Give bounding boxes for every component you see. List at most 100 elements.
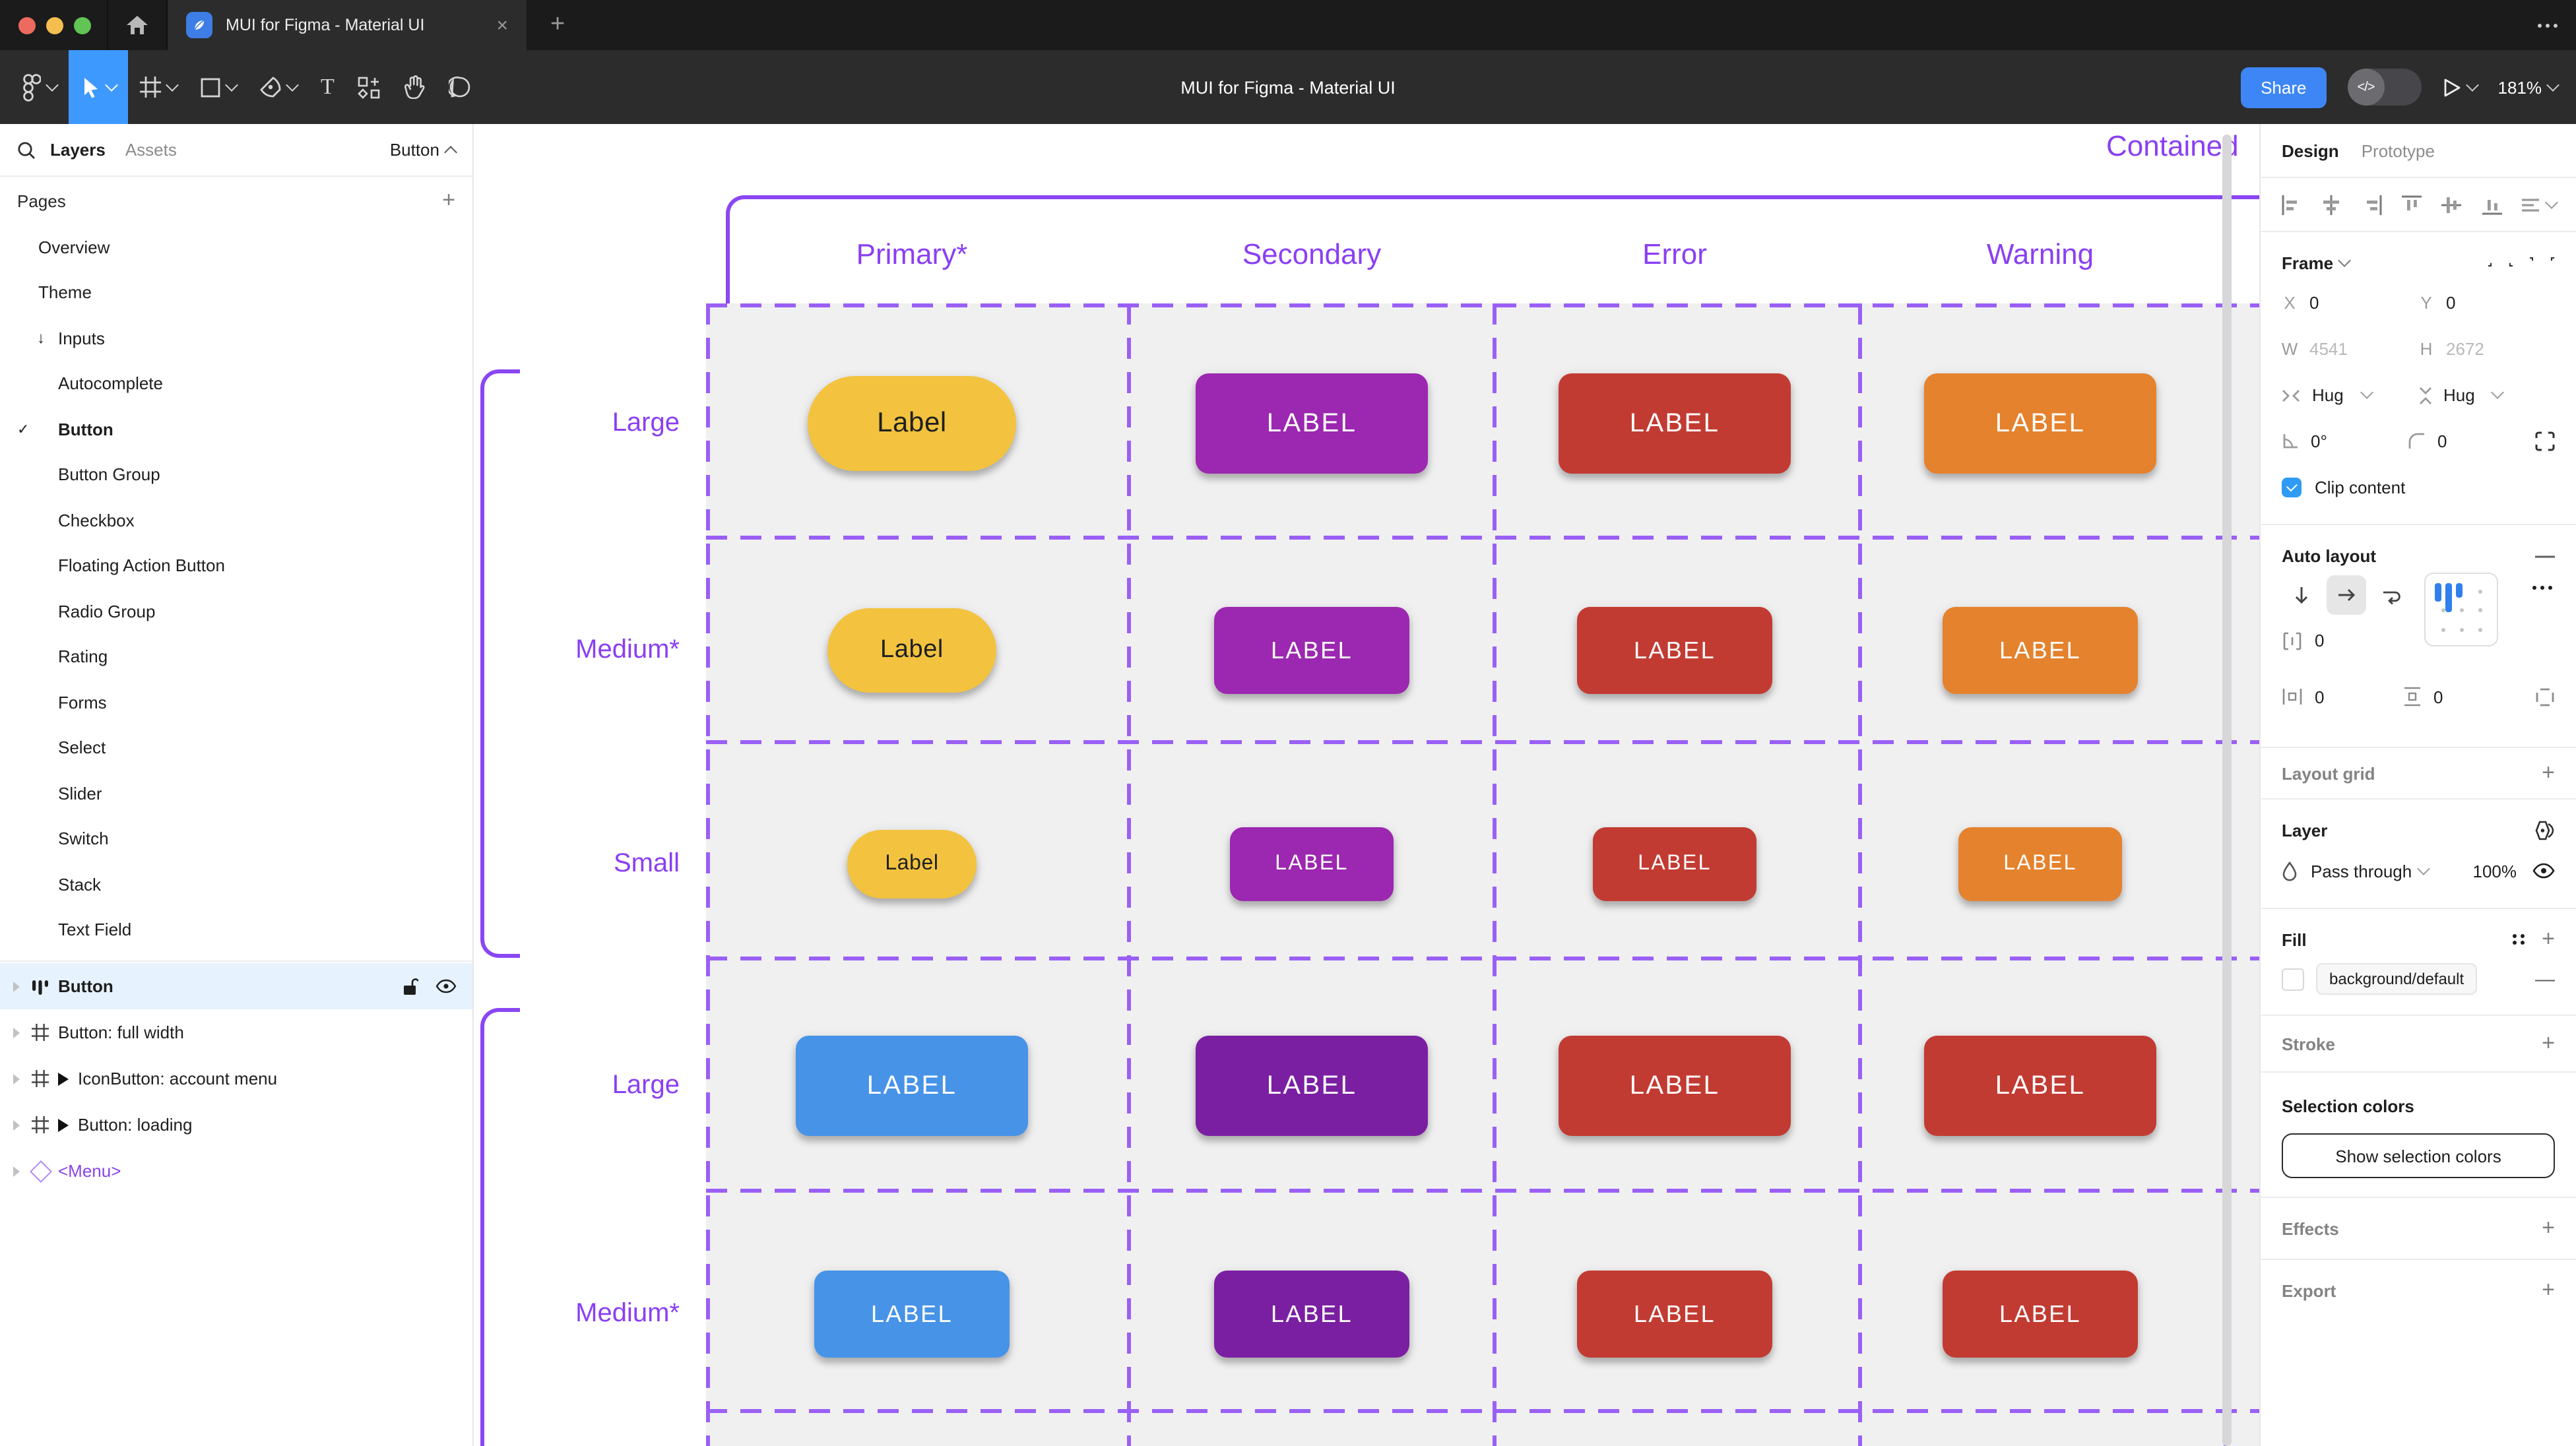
expand-chevron-icon[interactable] xyxy=(13,1166,20,1176)
dev-mode-toggle[interactable]: </> xyxy=(2347,69,2422,106)
row-label[interactable]: Large xyxy=(612,1071,680,1100)
page-item[interactable]: Theme xyxy=(0,270,472,315)
fill-token-chip[interactable]: background/default xyxy=(2316,963,2478,995)
collapse-panel-icon[interactable]: ⌟ ⌞ ⌝ ⌜ xyxy=(2488,256,2555,268)
add-page-button[interactable]: + xyxy=(442,187,455,212)
independent-corners-icon[interactable] xyxy=(2535,431,2555,451)
mui-button[interactable]: LABEL xyxy=(796,1036,1028,1136)
align-left-icon[interactable] xyxy=(2280,193,2303,216)
hug-width-select[interactable]: Hug xyxy=(2282,385,2418,405)
page-item[interactable]: Stack xyxy=(0,862,472,907)
mui-button[interactable]: LABEL xyxy=(1924,1036,2156,1136)
align-v-center-icon[interactable] xyxy=(2441,193,2463,216)
row-label[interactable]: Medium* xyxy=(575,635,680,664)
page-item[interactable]: Overview xyxy=(0,224,472,270)
tab-close-icon[interactable]: × xyxy=(496,14,508,36)
distribute-menu-icon[interactable] xyxy=(2521,195,2558,214)
layer-item[interactable]: Button: loading xyxy=(0,1102,472,1148)
horizontal-padding-field[interactable]: 0 xyxy=(2282,687,2403,707)
page-item[interactable]: Checkbox xyxy=(0,497,472,543)
align-h-center-icon[interactable] xyxy=(2321,193,2343,216)
text-tool-button[interactable]: T xyxy=(309,50,346,124)
frame-header[interactable]: Frame xyxy=(2282,253,2334,272)
mui-button[interactable]: Label xyxy=(808,376,1016,471)
search-icon[interactable] xyxy=(17,141,36,159)
blend-mode-select[interactable]: Pass through xyxy=(2311,861,2412,881)
minimize-window-button[interactable] xyxy=(46,16,63,34)
page-item[interactable]: Slider xyxy=(0,770,472,816)
mui-button[interactable]: LABEL xyxy=(1943,607,2138,694)
auto-layout-vertical-button[interactable] xyxy=(2282,575,2321,615)
mui-button[interactable]: LABEL xyxy=(1924,373,2156,474)
row-label[interactable]: Small xyxy=(613,849,680,878)
window-menu-icon[interactable] xyxy=(2538,0,2558,50)
add-fill-button[interactable]: + xyxy=(2542,926,2555,951)
layer-item[interactable]: Button: full width xyxy=(0,1009,472,1055)
mui-button[interactable]: LABEL xyxy=(1196,1036,1428,1136)
tab-assets[interactable]: Assets xyxy=(125,140,177,160)
page-item[interactable]: Text Field xyxy=(0,907,472,953)
frame-tool-button[interactable] xyxy=(128,50,189,124)
tab-layers[interactable]: Layers xyxy=(50,140,106,160)
fill-color-swatch[interactable] xyxy=(2282,968,2304,990)
page-item[interactable]: Button Group xyxy=(0,452,472,497)
mui-button[interactable]: LABEL xyxy=(1559,373,1791,474)
zoom-menu[interactable]: 181% xyxy=(2498,77,2560,97)
mui-button[interactable]: LABEL xyxy=(1214,607,1409,694)
frame-title[interactable]: Contained xyxy=(2106,129,2239,162)
mui-button[interactable]: LABEL xyxy=(814,1271,1010,1358)
clip-content-checkbox[interactable] xyxy=(2282,478,2302,497)
mui-button[interactable]: LABEL xyxy=(1214,1271,1409,1358)
canvas[interactable]: Contained Primary* Secondary Error Warning … xyxy=(474,124,2259,1446)
share-button[interactable]: Share xyxy=(2241,67,2327,108)
remove-auto-layout-button[interactable]: — xyxy=(2535,544,2555,567)
home-button[interactable] xyxy=(108,0,166,50)
add-effect-button[interactable]: + xyxy=(2542,1215,2555,1240)
pen-tool-button[interactable] xyxy=(248,50,309,124)
expand-chevron-icon[interactable] xyxy=(13,1027,20,1038)
visibility-eye-icon[interactable] xyxy=(2532,863,2555,879)
hand-tool-button[interactable] xyxy=(393,50,437,124)
row-label[interactable]: Medium* xyxy=(575,1299,680,1328)
page-item[interactable]: ✓ Button xyxy=(0,406,472,452)
column-header[interactable]: Secondary xyxy=(1242,237,1382,270)
resources-tool-button[interactable] xyxy=(346,50,393,124)
expand-chevron-icon[interactable] xyxy=(13,1119,20,1130)
tab-prototype[interactable]: Prototype xyxy=(2361,141,2435,160)
mui-button[interactable]: Label xyxy=(827,608,996,693)
align-right-icon[interactable] xyxy=(2360,193,2383,216)
height-field[interactable]: H 2672 xyxy=(2420,339,2484,359)
remove-fill-button[interactable]: — xyxy=(2535,968,2555,990)
zoom-window-button[interactable] xyxy=(74,16,91,34)
page-item[interactable]: Radio Group xyxy=(0,588,472,634)
auto-layout-horizontal-button[interactable] xyxy=(2327,575,2366,615)
mui-button[interactable]: LABEL xyxy=(1943,1271,2138,1358)
mui-button[interactable]: LABEL xyxy=(1577,1271,1772,1358)
present-button[interactable] xyxy=(2443,77,2479,97)
page-item[interactable]: Forms xyxy=(0,679,472,725)
move-tool-button[interactable] xyxy=(69,50,128,124)
page-item[interactable]: Switch xyxy=(0,816,472,862)
mui-button[interactable]: LABEL xyxy=(1559,1036,1791,1136)
styles-icon[interactable] xyxy=(2512,933,2526,945)
shape-tool-button[interactable] xyxy=(189,50,248,124)
auto-layout-wrap-button[interactable] xyxy=(2371,575,2411,615)
page-item[interactable]: Floating Action Button xyxy=(0,543,472,588)
align-bottom-icon[interactable] xyxy=(2480,193,2503,216)
row-label[interactable]: Large xyxy=(612,408,680,437)
tab-design[interactable]: Design xyxy=(2282,141,2339,160)
auto-layout-more-icon[interactable] xyxy=(2532,586,2552,590)
column-header[interactable]: Warning xyxy=(1986,237,2094,270)
blend-mode-icon[interactable] xyxy=(2532,820,2555,840)
gap-field[interactable]: 0 xyxy=(2282,631,2324,650)
opacity-value[interactable]: 100% xyxy=(2472,861,2517,881)
width-field[interactable]: W 4541 xyxy=(2281,339,2348,359)
independent-padding-icon[interactable] xyxy=(2535,687,2555,707)
page-switcher[interactable]: Button xyxy=(390,140,457,160)
close-window-button[interactable] xyxy=(18,16,36,34)
mui-button[interactable]: LABEL xyxy=(1577,607,1772,694)
add-stroke-button[interactable]: + xyxy=(2542,1030,2555,1055)
column-header[interactable]: Error xyxy=(1642,237,1707,270)
comment-tool-button[interactable] xyxy=(437,50,484,124)
